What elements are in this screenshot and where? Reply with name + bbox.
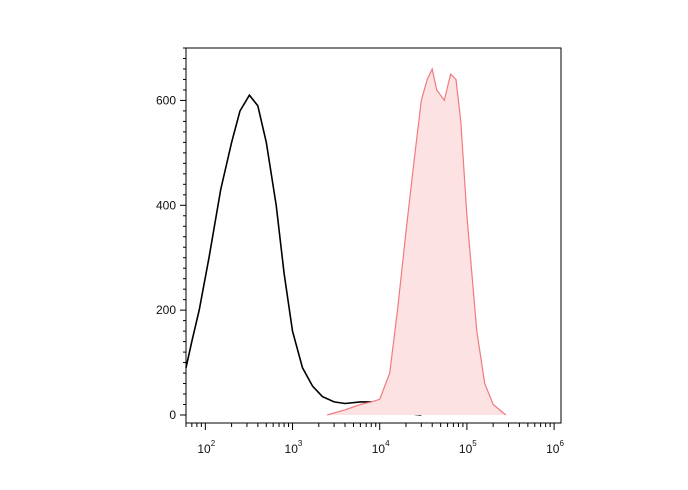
series-layer — [185, 67, 507, 416]
x-tick-label-4: 106 — [546, 439, 564, 456]
plot-background — [186, 48, 561, 423]
y-tick-label-1: 200 — [156, 303, 176, 317]
y-tick-label-3: 600 — [156, 93, 176, 107]
x-tick-label-1: 103 — [285, 439, 303, 456]
y-tick-label-2: 400 — [156, 198, 176, 212]
y-tick-label-0: 0 — [169, 408, 176, 422]
series-1-line — [327, 67, 507, 416]
x-tick-label-0: 102 — [197, 439, 215, 456]
x-tick-label-2: 104 — [372, 439, 390, 456]
plot-frame — [185, 47, 562, 424]
series-1-area — [327, 69, 506, 415]
axis-layer: 0 200 400 600 102 103 104 105 106 — [156, 47, 564, 456]
x-tick-label-3: 105 — [459, 439, 477, 456]
